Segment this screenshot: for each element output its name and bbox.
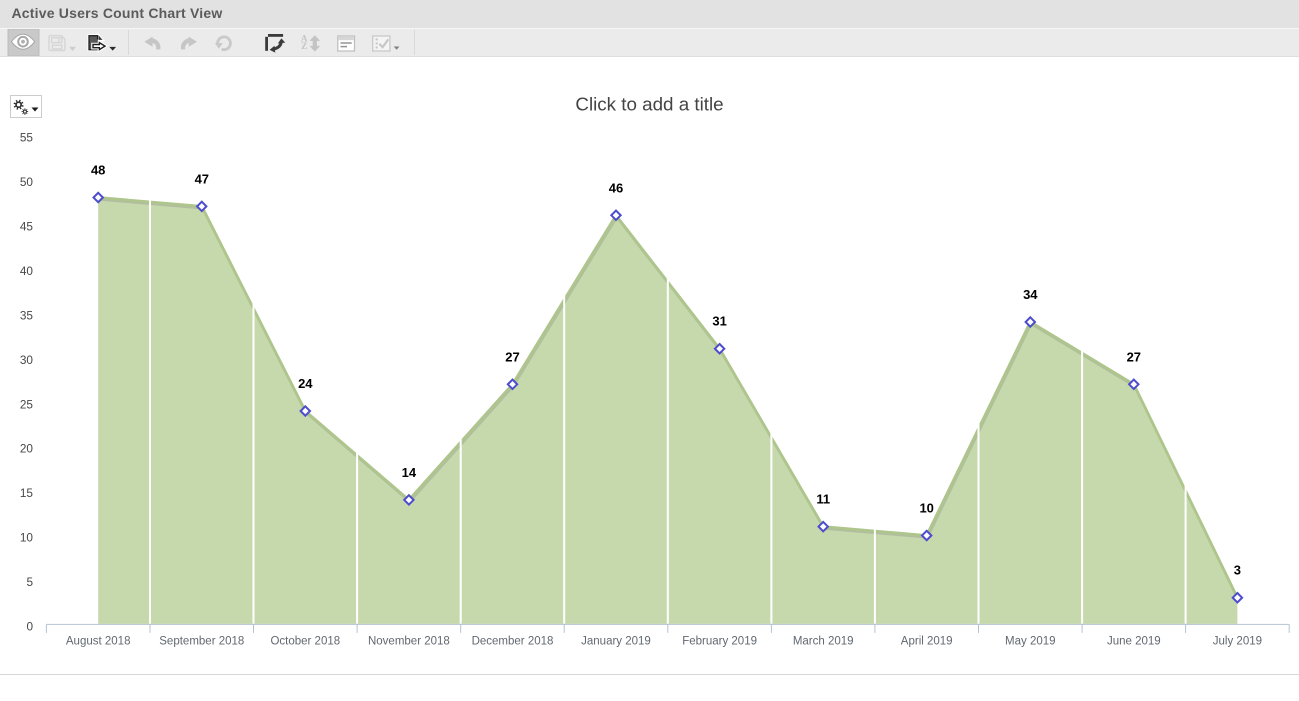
svg-text:March 2019: March 2019 [793, 636, 854, 648]
svg-text:14: 14 [402, 465, 417, 480]
svg-text:Z: Z [301, 41, 307, 51]
svg-text:27: 27 [1127, 349, 1141, 364]
svg-text:July 2019: July 2019 [1213, 636, 1262, 648]
svg-text:20: 20 [20, 442, 34, 456]
svg-text:3: 3 [1234, 563, 1241, 578]
svg-text:27: 27 [505, 349, 519, 364]
svg-text:47: 47 [195, 171, 209, 186]
svg-text:January 2019: January 2019 [581, 636, 651, 648]
svg-text:October 2018: October 2018 [270, 636, 340, 648]
svg-text:50: 50 [20, 175, 34, 189]
svg-text:48: 48 [91, 163, 105, 178]
svg-text:September 2018: September 2018 [159, 636, 244, 648]
svg-text:April 2019: April 2019 [901, 636, 953, 648]
svg-text:35: 35 [20, 308, 34, 322]
svg-text:15: 15 [20, 486, 34, 500]
svg-text:11: 11 [816, 492, 830, 507]
svg-text:August 2018: August 2018 [66, 636, 131, 648]
svg-text:A: A [301, 34, 308, 44]
svg-text:5: 5 [26, 575, 33, 589]
svg-text:30: 30 [20, 353, 34, 367]
svg-text:24: 24 [298, 376, 313, 391]
svg-text:45: 45 [20, 219, 34, 233]
svg-text:55: 55 [20, 131, 34, 145]
svg-text:May 2019: May 2019 [1005, 636, 1056, 648]
svg-text:June 2019: June 2019 [1107, 636, 1161, 648]
svg-text:10: 10 [919, 501, 933, 516]
svg-text:25: 25 [20, 397, 34, 411]
svg-text:31: 31 [712, 314, 726, 329]
svg-text:Click to add a title: Click to add a title [575, 94, 723, 115]
svg-text:10: 10 [20, 531, 34, 545]
svg-text:December 2018: December 2018 [472, 636, 554, 648]
svg-text:46: 46 [609, 180, 623, 195]
svg-text:November 2018: November 2018 [368, 636, 450, 648]
svg-text:0: 0 [26, 620, 33, 634]
svg-text:40: 40 [20, 264, 34, 278]
svg-text:February 2019: February 2019 [682, 636, 757, 648]
svg-text:34: 34 [1023, 287, 1038, 302]
